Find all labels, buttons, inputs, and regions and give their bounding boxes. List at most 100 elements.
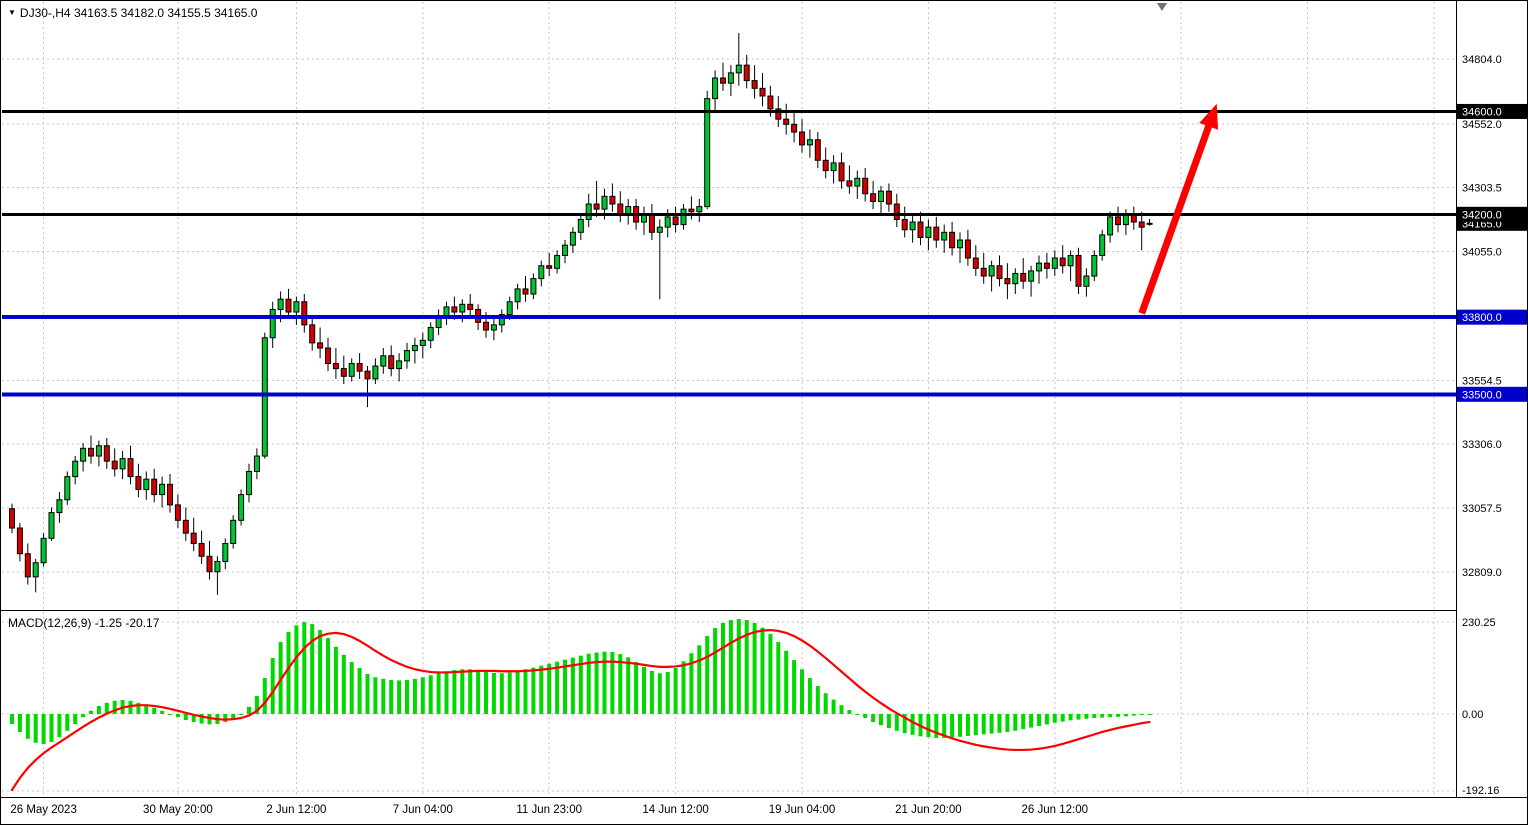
time-tick-label: 14 Jun 12:00	[642, 804, 709, 816]
macd-bar	[642, 666, 646, 714]
macd-bar	[65, 714, 70, 731]
candle-bullish	[909, 221, 916, 231]
candle-bearish	[1115, 216, 1121, 226]
macd-bar	[191, 714, 196, 722]
candle-bearish	[917, 221, 924, 238]
macd-bar	[397, 680, 402, 714]
candle-bullish	[269, 308, 276, 339]
candle-bearish	[838, 162, 845, 182]
ohlc-dropdown-icon[interactable]: ▼	[8, 8, 16, 17]
candle-bullish	[664, 216, 671, 228]
candle-bullish	[40, 537, 47, 564]
candle-bearish	[24, 553, 31, 578]
macd-bar	[160, 710, 165, 714]
macd-bar	[1021, 714, 1026, 730]
macd-bar	[1044, 714, 1049, 725]
chart-title-bar: ▼ DJ30-,H4 34163.5 34182.0 34155.5 34165.…	[8, 6, 257, 20]
macd-bar	[1139, 714, 1144, 715]
macd-bar	[697, 645, 702, 714]
candle-bullish	[704, 98, 711, 208]
candle-bullish	[601, 195, 608, 210]
candle-bullish	[253, 455, 260, 472]
macd-tick-label: -192.16	[1462, 785, 1499, 797]
candle-bullish	[562, 244, 568, 256]
macd-bar	[468, 669, 473, 714]
candle-bullish	[159, 483, 166, 496]
candle-bearish	[332, 362, 339, 370]
candle-bullish	[1051, 257, 1058, 269]
macd-bar	[507, 672, 512, 714]
macd-bar	[326, 638, 330, 714]
candle-bullish	[372, 365, 379, 380]
macd-bar	[934, 714, 939, 738]
candle-bullish	[569, 231, 576, 246]
price-tick-label: 34552.0	[1462, 119, 1502, 131]
candle-bearish	[135, 476, 142, 490]
macd-bar	[602, 651, 607, 714]
candle-bearish	[483, 321, 489, 331]
candle-bullish	[95, 445, 102, 457]
macd-bar	[104, 702, 109, 714]
macd-bar	[1029, 714, 1034, 728]
candle-bullish	[490, 324, 497, 331]
candle-bullish	[396, 360, 403, 370]
candle-bullish	[419, 339, 426, 346]
macd-bar	[491, 672, 496, 714]
macd-bar	[262, 678, 267, 714]
macd-bar	[958, 714, 962, 737]
candle-bearish	[340, 368, 347, 377]
candle-bearish	[783, 118, 790, 125]
candle-bullish	[404, 350, 410, 362]
level-badge-label: 33800.0	[1462, 312, 1502, 324]
macd-bar	[1037, 714, 1041, 726]
candle-bearish	[309, 324, 316, 344]
candle-bearish	[885, 190, 892, 205]
macd-bar	[784, 650, 789, 714]
level-badge-label: 34600.0	[1462, 106, 1502, 118]
level-badge-33500.0: 33500.0	[1457, 386, 1527, 402]
macd-bar	[831, 699, 836, 714]
macd-bar	[894, 714, 899, 731]
macd-bar	[847, 710, 852, 714]
candle-bearish	[949, 231, 956, 249]
macd-bar	[81, 714, 86, 718]
candle-bearish	[593, 203, 600, 210]
chart-shift-marker-icon[interactable]	[1157, 3, 1167, 11]
candle-bullish	[957, 239, 963, 249]
macd-bar	[839, 705, 844, 714]
candle-bearish	[16, 527, 23, 555]
time-tick-label: 2 Jun 12:00	[266, 804, 326, 816]
macd-bar	[223, 714, 228, 722]
candlesticks-layer	[9, 33, 1153, 595]
candle-bearish	[648, 213, 655, 233]
macd-bar	[333, 646, 338, 714]
candle-bearish	[996, 265, 1003, 280]
candle-bullish	[1083, 275, 1090, 287]
macd-bar	[997, 714, 1002, 733]
macd-bar	[231, 714, 236, 719]
macd-bar	[515, 670, 520, 714]
candle-bullish	[696, 206, 703, 213]
candle-bearish	[111, 460, 118, 470]
macd-bar	[744, 620, 749, 714]
price-tick-label: 33306.0	[1462, 439, 1502, 451]
price-tick-label: 33057.5	[1462, 503, 1502, 515]
macd-bar	[926, 714, 931, 738]
macd-bar	[768, 634, 773, 714]
macd-bar	[1052, 714, 1057, 723]
candle-bearish	[822, 159, 829, 172]
macd-bar	[1131, 714, 1136, 716]
macd-bar	[207, 714, 212, 725]
macd-signal-line	[10, 628, 1151, 792]
macd-bar	[247, 706, 251, 714]
candle-bullish	[878, 190, 884, 202]
macd-tick-label: 230.25	[1462, 617, 1496, 629]
macd-bar	[365, 674, 370, 714]
trend-arrow[interactable]	[1138, 103, 1219, 315]
macd-bar	[1123, 714, 1128, 717]
macd-bar	[286, 632, 291, 714]
macd-bar	[634, 662, 639, 714]
macd-bar	[886, 714, 891, 728]
